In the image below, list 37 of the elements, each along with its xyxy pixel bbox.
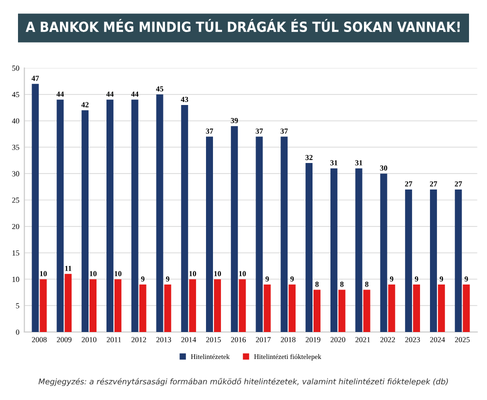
bar — [388, 284, 396, 332]
bar — [413, 284, 420, 332]
bar — [405, 189, 412, 332]
bar — [264, 284, 271, 332]
bar — [230, 126, 238, 332]
bar — [114, 279, 122, 332]
bar — [314, 290, 320, 332]
bar — [82, 110, 89, 332]
bar — [106, 100, 114, 332]
bar — [40, 279, 47, 332]
bar — [139, 284, 146, 332]
bar — [256, 136, 263, 332]
bar — [454, 189, 462, 332]
bar — [238, 279, 246, 332]
bar — [164, 284, 172, 332]
bar — [288, 284, 296, 332]
bar — [280, 136, 288, 332]
bar — [32, 84, 39, 332]
bar — [189, 279, 196, 332]
bar — [214, 279, 221, 332]
bar — [363, 290, 370, 332]
bar — [430, 189, 437, 332]
bar — [56, 100, 64, 332]
bar — [380, 174, 388, 332]
bar — [156, 94, 164, 332]
bar — [131, 100, 138, 332]
bar — [355, 168, 362, 332]
bar — [338, 290, 346, 332]
bar — [306, 163, 313, 332]
chart-title: A BANKOK MÉG MINDIG TÚL DRÁGÁK ÉS TÚL SOKAN VANNAK! — [26, 18, 460, 32]
bar — [462, 284, 470, 332]
bar — [181, 104, 188, 332]
bar — [330, 168, 338, 332]
bar — [438, 284, 445, 332]
bar — [206, 136, 213, 332]
bar — [90, 279, 97, 332]
bar — [64, 274, 72, 332]
